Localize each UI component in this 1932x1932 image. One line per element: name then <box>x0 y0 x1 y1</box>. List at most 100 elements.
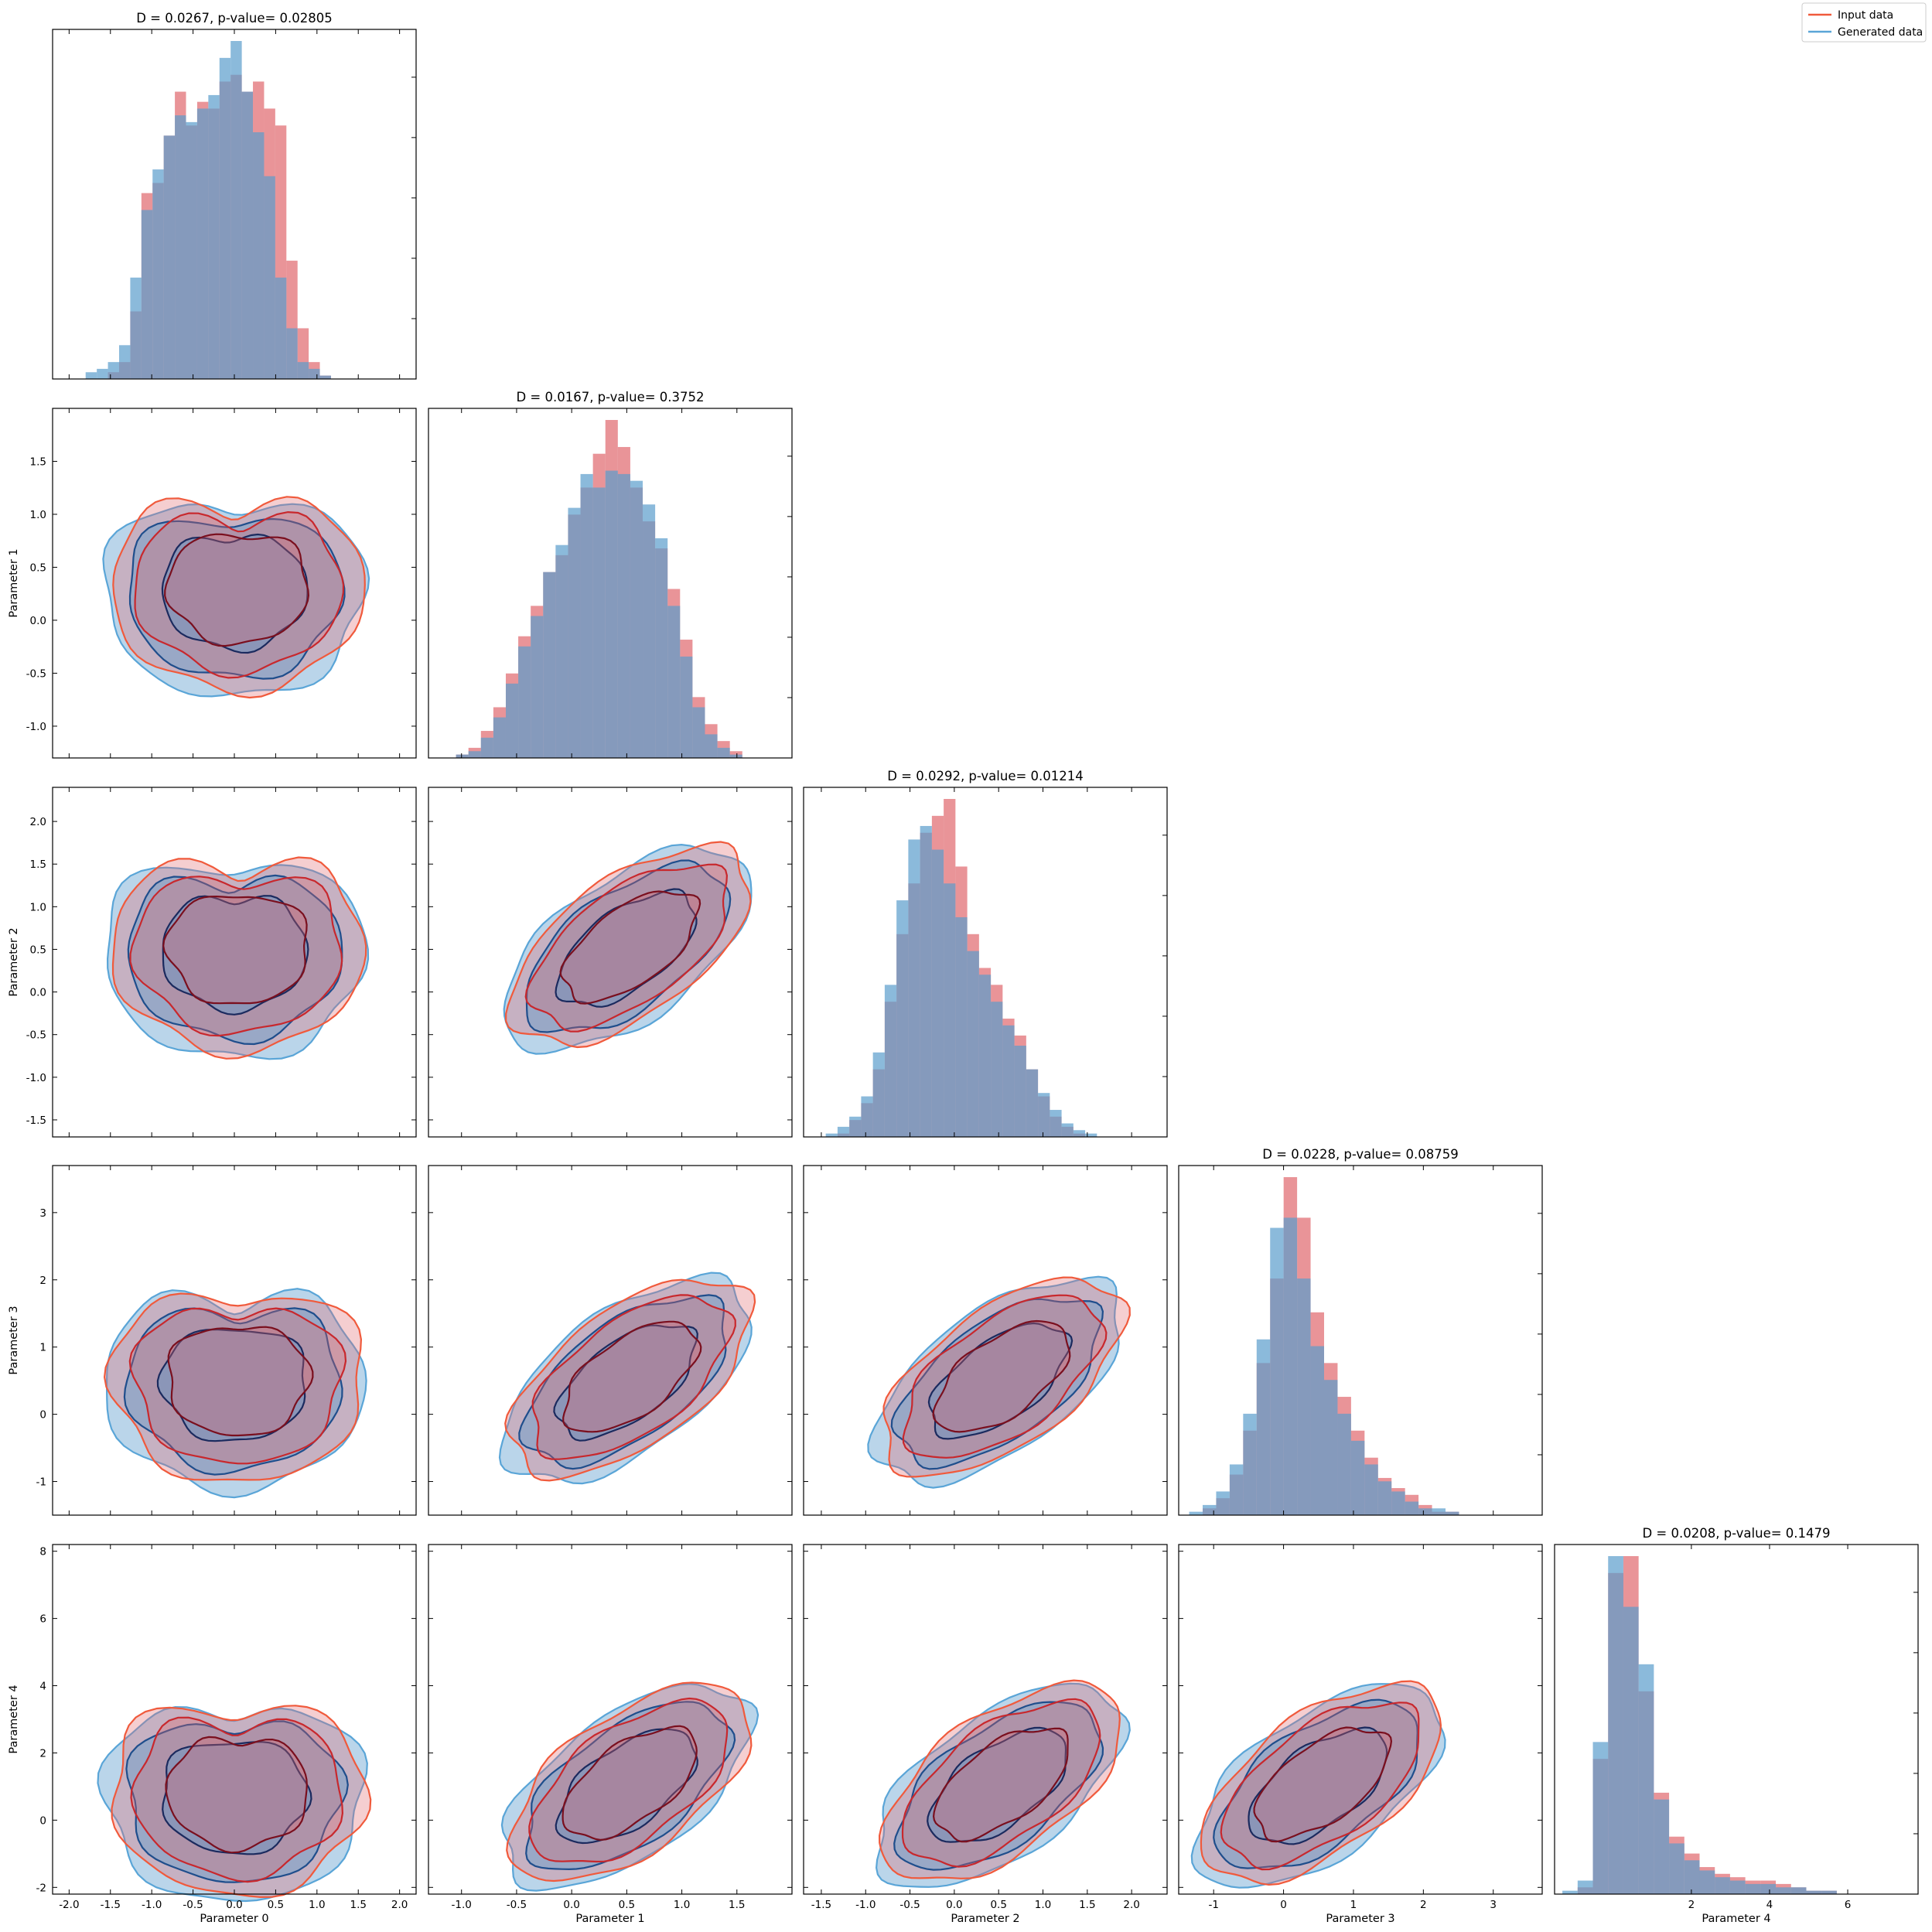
contour-panel-0-3: -1 0 1 2 3 Parameter 3 <box>8 1165 417 1516</box>
input-contour <box>164 533 310 647</box>
histogram-panel-1: D = 0.0167, p-value= 0.3752 <box>428 390 793 759</box>
generated-bar <box>1229 1464 1244 1515</box>
x-axis-label: Parameter 3 <box>1326 1913 1394 1925</box>
generated-bar <box>655 538 668 758</box>
x-tick-label: -0.5 <box>183 1899 203 1911</box>
generated-bar <box>1050 1110 1062 1137</box>
generated-bar <box>667 606 681 758</box>
generated-bar <box>1073 1130 1086 1137</box>
generated-bar <box>692 707 705 758</box>
generated-bar <box>1790 1887 1807 1894</box>
generated-bar <box>1038 1093 1050 1137</box>
generated-bar <box>186 121 197 379</box>
ks-title: D = 0.0228, p-value= 0.08759 <box>1262 1147 1459 1162</box>
generated-bar <box>643 504 656 758</box>
x-tick-label: -1 <box>1208 1899 1218 1911</box>
histogram-axes <box>1554 1544 1919 1895</box>
x-axis-label: Parameter 4 <box>1702 1913 1770 1925</box>
input-contour <box>128 1307 347 1465</box>
x-tick-label: -1.0 <box>142 1899 162 1911</box>
generated-bar <box>896 900 909 1137</box>
generated-bar <box>456 754 469 758</box>
generated-bar <box>1776 1887 1791 1894</box>
input-contour <box>878 1679 1121 1879</box>
x-tick-label: -0.5 <box>507 1899 527 1911</box>
generated-bar <box>555 544 568 758</box>
generated-bar <box>849 1116 862 1137</box>
ks-title: D = 0.0208, p-value= 0.1479 <box>1642 1526 1830 1541</box>
contour-panel-0-4: -2.0 -1.5 -1.0 -0.5 0.0 0.5 1.0 1.5 2.0 -2 0 2 4 6 8 Pa… <box>8 1544 417 1925</box>
generated-bar <box>264 176 275 380</box>
generated-bar <box>1243 1413 1257 1515</box>
y-tick-label: -1.0 <box>26 1072 46 1084</box>
x-tick-label: -1.0 <box>855 1899 876 1911</box>
histogram-panel-3: D = 0.0228, p-value= 0.08759 <box>1178 1147 1543 1516</box>
generated-bar <box>1669 1843 1685 1894</box>
x-tick-label: 1.0 <box>674 1899 690 1911</box>
generated-bar <box>175 115 186 379</box>
y-tick-label: 2 <box>39 1275 46 1287</box>
input-contour <box>882 1276 1131 1478</box>
y-tick-label: -1 <box>36 1476 46 1489</box>
x-tick-label: 0 <box>1280 1899 1287 1911</box>
histogram-axes <box>803 787 1168 1138</box>
generated-bar <box>837 1126 850 1137</box>
contour-panel-1-2 <box>428 787 793 1138</box>
generated-bar <box>309 368 320 379</box>
input-contour <box>902 1294 1108 1459</box>
generated-bar <box>1608 1556 1623 1894</box>
generated-bar <box>241 91 254 380</box>
generated-bar <box>1405 1501 1419 1515</box>
histogram-axes <box>428 408 793 759</box>
x-tick-label: 1.5 <box>729 1899 745 1911</box>
input-contour <box>932 1319 1071 1433</box>
x-axis-label: Parameter 0 <box>200 1913 268 1925</box>
generated-bar <box>1216 1491 1230 1515</box>
generated-bar <box>275 277 287 379</box>
y-tick-label: 4 <box>39 1681 46 1693</box>
contour-panel-0-2: -1.5 -1.0 -0.5 0.0 0.5 1.0 1.5 2.0 Parameter 2 <box>8 787 417 1138</box>
legend-label: Generated data <box>1838 26 1923 39</box>
generated-bar <box>978 975 992 1137</box>
x-tick-label: 2.0 <box>391 1899 408 1911</box>
generated-bar <box>230 41 242 379</box>
y-axis-label: Parameter 4 <box>8 1685 20 1753</box>
generated-bar <box>1283 1217 1298 1515</box>
x-tick-label: 0.0 <box>563 1899 579 1911</box>
generated-bar <box>1806 1890 1822 1894</box>
generated-contour <box>127 874 343 1046</box>
x-tick-label: 4 <box>1766 1899 1773 1911</box>
generated-bar <box>1654 1799 1670 1894</box>
generated-contour <box>498 1272 753 1485</box>
generated-bar <box>319 375 331 379</box>
contour-panel-1-4: -1.0 -0.5 0.0 0.5 1.0 1.5 Parameter 1 <box>428 1544 793 1925</box>
generated-bar <box>1562 1890 1578 1894</box>
x-tick-label: -1.0 <box>452 1899 472 1911</box>
contour-axes <box>803 1544 1168 1895</box>
y-tick-label: 1.0 <box>30 901 46 913</box>
generated-contour <box>128 517 346 680</box>
input-contour <box>504 841 752 1049</box>
x-tick-label: 1.5 <box>350 1899 366 1911</box>
generated-bar <box>1026 1069 1039 1137</box>
generated-bar <box>1623 1606 1639 1894</box>
generated-contour <box>525 1701 736 1871</box>
generated-bar <box>543 572 556 758</box>
generated-bar <box>1745 1883 1761 1894</box>
legend-box <box>1801 2 1927 43</box>
x-tick-label: -1.5 <box>101 1899 121 1911</box>
input-contour <box>111 856 367 1060</box>
x-tick-label: 2 <box>1688 1899 1695 1911</box>
generated-bar <box>130 277 142 379</box>
generated-bar <box>1638 1664 1654 1894</box>
y-tick-label: 3 <box>39 1207 46 1220</box>
input-contour <box>562 1725 698 1842</box>
histogram-panel-2: D = 0.0292, p-value= 0.01214 <box>803 769 1168 1138</box>
y-tick-label: -2 <box>36 1882 46 1894</box>
generated-bar <box>1256 1339 1271 1515</box>
generated-bar <box>85 372 97 379</box>
generated-bar <box>1337 1413 1351 1515</box>
generated-bar <box>152 169 164 379</box>
generated-bar <box>518 646 531 758</box>
